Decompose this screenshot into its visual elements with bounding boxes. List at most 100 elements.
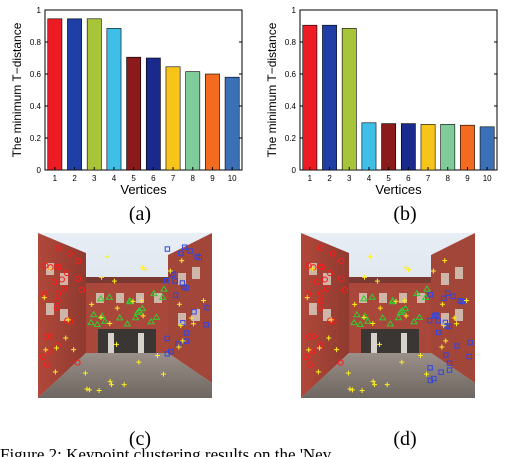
red-keypoint bbox=[43, 361, 50, 368]
y-tick-label: 0 bbox=[292, 166, 297, 175]
red-keypoint bbox=[304, 291, 311, 298]
red-keypoint bbox=[309, 348, 316, 355]
yellow-keypoint bbox=[43, 347, 49, 353]
blue-keypoint bbox=[446, 323, 452, 330]
yellow-keypoint bbox=[359, 387, 365, 393]
green-keypoint bbox=[364, 317, 372, 324]
red-keypoint bbox=[53, 304, 60, 312]
red-keypoint bbox=[318, 264, 325, 271]
yellow-keypoint bbox=[201, 297, 207, 303]
blue-keypoint bbox=[163, 277, 170, 284]
yellow-keypoint bbox=[179, 258, 185, 264]
yellow-keypoint bbox=[372, 382, 378, 388]
red-keypoint bbox=[58, 276, 65, 283]
green-keypoint bbox=[152, 313, 161, 320]
red-keypoint bbox=[313, 278, 321, 286]
y-tick-label: 0.8 bbox=[30, 38, 42, 47]
blue-keypoint bbox=[183, 285, 189, 291]
yellow-keypoint bbox=[178, 323, 184, 329]
yellow-keypoint bbox=[442, 258, 448, 264]
bar bbox=[322, 24, 337, 171]
green-keypoint bbox=[410, 317, 418, 325]
blue-keypoint bbox=[178, 250, 184, 257]
red-keypoint bbox=[54, 297, 61, 305]
red-keypoint bbox=[310, 333, 317, 340]
yellow-keypoint bbox=[310, 266, 316, 272]
yellow-keypoint bbox=[98, 274, 104, 280]
x-tick-label: 7 bbox=[171, 174, 176, 183]
yellow-keypoint bbox=[441, 323, 447, 329]
blue-keypoint bbox=[467, 339, 473, 346]
red-keypoint bbox=[63, 269, 70, 277]
x-tick-label: 9 bbox=[210, 174, 215, 183]
blue-keypoint bbox=[172, 278, 178, 284]
green-keypoint bbox=[352, 310, 361, 318]
yellow-keypoint bbox=[377, 341, 383, 347]
green-keypoint bbox=[394, 313, 403, 321]
red-keypoint bbox=[75, 257, 82, 265]
blue-keypoint bbox=[435, 318, 441, 324]
yellow-keypoint bbox=[439, 301, 445, 307]
green-keypoint bbox=[96, 294, 105, 302]
yellow-keypoint bbox=[54, 345, 60, 351]
yellow-keypoint bbox=[176, 301, 182, 307]
yellow-keypoint bbox=[52, 369, 58, 375]
bar bbox=[302, 24, 318, 171]
blue-keypoint bbox=[435, 329, 442, 336]
red-keypoint bbox=[338, 257, 345, 265]
yellow-keypoint bbox=[121, 382, 127, 388]
keypoint-markers bbox=[40, 244, 210, 393]
yellow-keypoint bbox=[306, 347, 312, 353]
blue-keypoint bbox=[203, 321, 209, 328]
plot-area bbox=[299, 9, 498, 171]
blue-keypoint bbox=[194, 253, 200, 260]
bar bbox=[67, 18, 82, 171]
x-tick-label: 6 bbox=[151, 174, 156, 183]
x-axis-label: Vertices bbox=[120, 182, 167, 197]
yellow-keypoint bbox=[464, 297, 470, 303]
red-keypoint bbox=[303, 353, 310, 361]
green-keypoint bbox=[160, 285, 168, 292]
yellow-keypoint bbox=[130, 298, 136, 304]
red-keypoint bbox=[64, 317, 71, 324]
yellow-keypoint bbox=[377, 305, 383, 311]
yellow-keypoint bbox=[84, 386, 90, 392]
caption-c: (c) bbox=[128, 428, 152, 450]
yellow-keypoint bbox=[65, 317, 71, 323]
red-keypoint bbox=[326, 269, 333, 277]
yellow-keypoint bbox=[86, 387, 92, 393]
y-tick-label: 0.8 bbox=[285, 38, 297, 47]
red-keypoint bbox=[338, 275, 345, 282]
yellow-keypoint bbox=[136, 359, 142, 365]
y-tick-label: 0 bbox=[37, 166, 42, 175]
red-keypoint bbox=[310, 264, 317, 271]
green-keypoint bbox=[150, 289, 158, 297]
caption-d: (d) bbox=[393, 428, 417, 450]
red-keypoint bbox=[341, 286, 349, 294]
yellow-keypoint bbox=[370, 378, 376, 384]
green-keypoint bbox=[359, 294, 368, 302]
green-keypoint bbox=[89, 310, 98, 318]
yellow-keypoint bbox=[361, 314, 367, 320]
yellow-keypoint bbox=[139, 298, 145, 304]
green-keypoint bbox=[105, 293, 114, 300]
green-keypoint bbox=[147, 317, 155, 325]
yellow-keypoint bbox=[114, 305, 120, 311]
green-keypoint bbox=[386, 319, 395, 327]
yellow-keypoint bbox=[63, 335, 69, 341]
bar bbox=[47, 18, 63, 171]
yellow-keypoint bbox=[370, 320, 376, 326]
bar bbox=[224, 76, 240, 171]
red-keypoint bbox=[46, 348, 53, 355]
green-keypoint bbox=[115, 313, 124, 321]
yellow-keypoint bbox=[403, 313, 409, 319]
x-axis-label: Vertices bbox=[375, 182, 422, 197]
red-keypoint bbox=[74, 359, 81, 366]
figure-cutline: Figure 2: Keypoint clustering results on… bbox=[0, 446, 343, 457]
yellow-keypoint bbox=[315, 369, 321, 375]
red-keypoint bbox=[329, 250, 336, 257]
y-tick-label: 0.4 bbox=[285, 102, 297, 111]
y-tick-label: 0.2 bbox=[30, 134, 42, 143]
yellow-keypoint bbox=[82, 370, 88, 376]
blue-keypoint bbox=[172, 292, 179, 298]
